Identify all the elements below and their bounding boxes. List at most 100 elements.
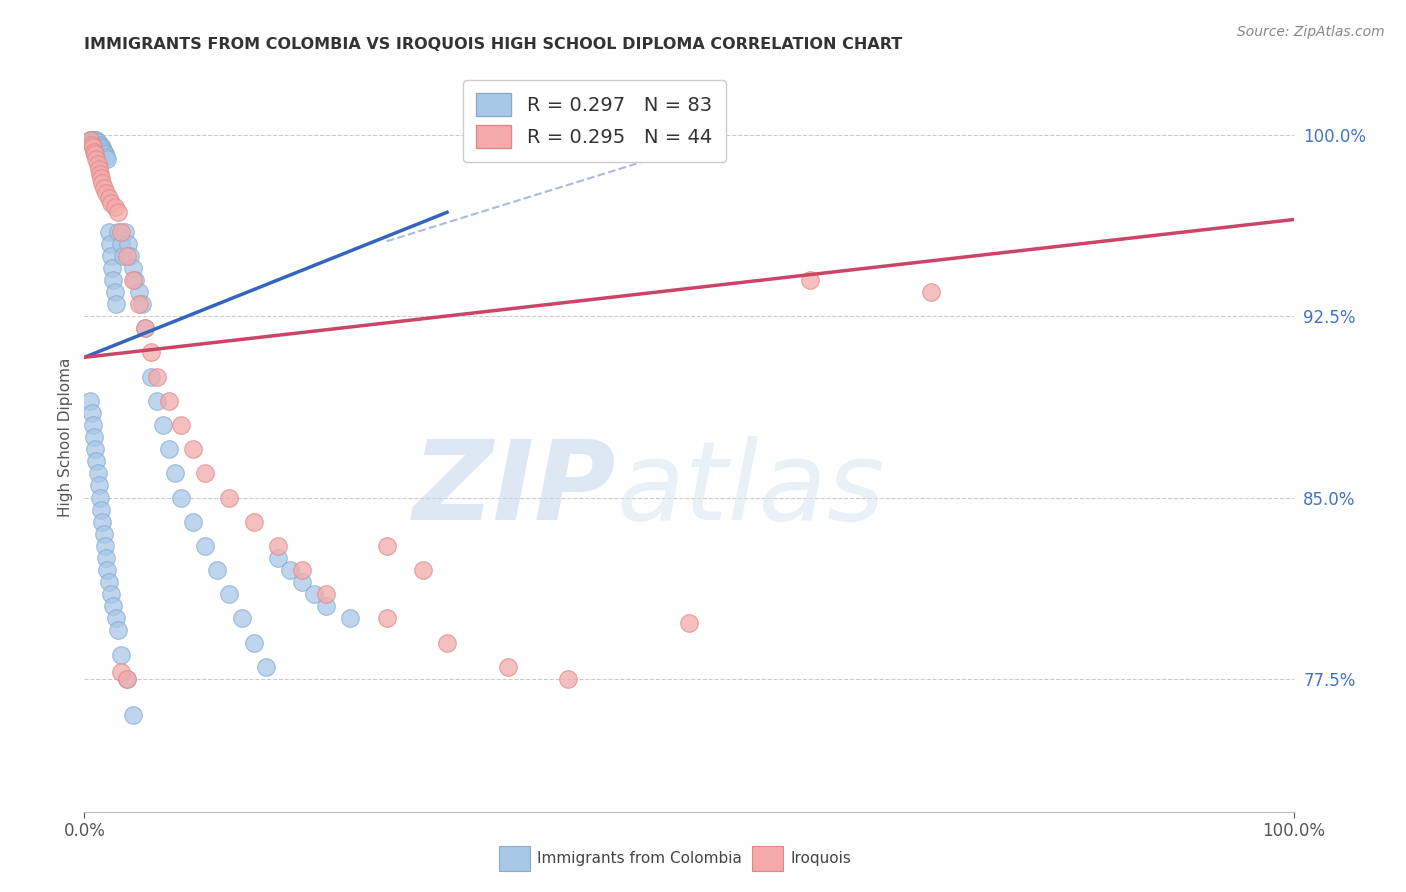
- Point: [107, 624, 129, 638]
- Point: [139, 345, 162, 359]
- Point: [91, 515, 114, 529]
- Text: Source: ZipAtlas.com: Source: ZipAtlas.com: [1237, 25, 1385, 39]
- Point: [194, 467, 217, 481]
- Point: [170, 417, 193, 432]
- Point: [121, 273, 143, 287]
- Point: [194, 539, 217, 553]
- Point: [231, 611, 253, 625]
- Point: [120, 249, 142, 263]
- Point: [100, 249, 122, 263]
- Point: [496, 659, 519, 673]
- Point: [97, 575, 120, 590]
- Point: [121, 260, 143, 275]
- Point: [89, 140, 111, 154]
- Point: [278, 563, 301, 577]
- Point: [170, 491, 193, 505]
- Point: [291, 563, 314, 577]
- Point: [82, 417, 104, 432]
- Point: [94, 539, 117, 553]
- Point: [83, 135, 105, 149]
- Point: [98, 236, 121, 251]
- Point: [139, 369, 162, 384]
- Y-axis label: High School Diploma: High School Diploma: [58, 358, 73, 516]
- Point: [90, 143, 112, 157]
- Point: [86, 133, 108, 147]
- Point: [436, 635, 458, 649]
- Point: [80, 133, 103, 147]
- Point: [87, 140, 110, 154]
- Point: [218, 491, 240, 505]
- Point: [80, 406, 103, 420]
- Point: [375, 539, 398, 553]
- Point: [83, 145, 105, 159]
- Point: [110, 648, 132, 662]
- Point: [152, 417, 174, 432]
- Point: [146, 369, 169, 384]
- Point: [97, 191, 120, 205]
- Point: [104, 201, 127, 215]
- Point: [94, 550, 117, 565]
- Point: [93, 145, 115, 159]
- Point: [100, 195, 122, 210]
- Point: [254, 659, 277, 673]
- Point: [242, 635, 264, 649]
- Point: [107, 225, 129, 239]
- Point: [315, 587, 337, 601]
- Point: [128, 297, 150, 311]
- Point: [267, 539, 290, 553]
- Point: [93, 181, 115, 195]
- Point: [83, 430, 105, 444]
- Point: [146, 393, 169, 408]
- Point: [115, 249, 138, 263]
- Point: [87, 137, 110, 152]
- Point: [799, 273, 821, 287]
- Point: [86, 157, 108, 171]
- Point: [104, 297, 127, 311]
- Point: [86, 467, 108, 481]
- Point: [91, 140, 114, 154]
- Point: [87, 161, 110, 176]
- Point: [82, 133, 104, 147]
- Point: [89, 167, 111, 181]
- Point: [82, 140, 104, 154]
- Point: [114, 225, 136, 239]
- Point: [242, 515, 264, 529]
- Point: [91, 143, 114, 157]
- Point: [97, 225, 120, 239]
- Point: [84, 133, 107, 147]
- Point: [84, 147, 107, 161]
- Point: [82, 135, 104, 149]
- Point: [94, 147, 117, 161]
- Point: [121, 708, 143, 723]
- Point: [86, 454, 108, 468]
- Point: [91, 176, 114, 190]
- Point: [134, 321, 156, 335]
- Point: [302, 587, 325, 601]
- Point: [110, 225, 132, 239]
- Point: [315, 599, 337, 614]
- Point: [115, 672, 138, 686]
- Point: [86, 135, 108, 149]
- Point: [86, 135, 108, 149]
- Point: [131, 297, 153, 311]
- Point: [94, 186, 117, 200]
- Point: [134, 321, 156, 335]
- Point: [557, 672, 579, 686]
- Point: [412, 563, 434, 577]
- Point: [181, 515, 204, 529]
- Point: [90, 502, 112, 516]
- Point: [112, 249, 135, 263]
- Point: [93, 526, 115, 541]
- Point: [84, 442, 107, 457]
- Point: [84, 135, 107, 149]
- Point: [83, 133, 105, 147]
- Text: IMMIGRANTS FROM COLOMBIA VS IROQUOIS HIGH SCHOOL DIPLOMA CORRELATION CHART: IMMIGRANTS FROM COLOMBIA VS IROQUOIS HIG…: [84, 37, 903, 52]
- Point: [115, 672, 138, 686]
- Point: [100, 587, 122, 601]
- Point: [104, 285, 127, 299]
- Point: [339, 611, 361, 625]
- Text: ZIP: ZIP: [413, 436, 616, 543]
- Text: Immigrants from Colombia: Immigrants from Colombia: [537, 851, 742, 865]
- Point: [104, 611, 127, 625]
- Point: [94, 150, 117, 164]
